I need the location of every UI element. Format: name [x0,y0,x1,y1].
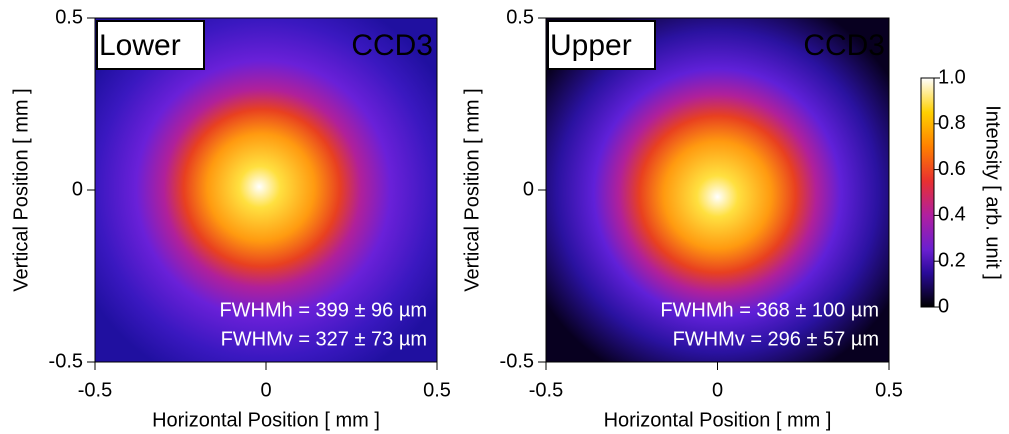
y-axis-title: Vertical Position [ mm ] [10,88,32,291]
x-axis-title: Horizontal Position [ mm ] [152,409,380,431]
y-tick-label: -0.5 [500,350,534,372]
x-tick-label: -0.5 [78,379,112,401]
detector-label: CCD3 [803,29,885,62]
x-tick-label: 0 [260,379,271,401]
fwhm-annotation: FWHMv = 327 ± 73 µm [221,328,427,350]
colorbar-tick-label: 0.8 [938,112,966,134]
x-tick-label: 0 [712,379,723,401]
x-tick-label: 0.5 [423,379,451,401]
colorbar-title: Intensity [ arb. unit ] [982,105,1004,280]
figure: -0.5 0 0.5 -0.5 0 0.5 Horizontal Position [ mm… [0,0,1009,434]
fwhm-annotation: FWHMh = 399 ± 96 µm [219,299,427,321]
colorbar-tick-label: 0 [938,295,949,317]
colorbar-tick-label: 0.2 [938,249,966,271]
y-axis-title: Vertical Position [ mm ] [461,88,483,291]
x-axis-title: Horizontal Position [ mm ] [604,409,832,431]
y-tick-label: 0.5 [506,6,534,28]
detector-label: CCD3 [351,29,433,62]
y-tick-label: -0.5 [49,350,83,372]
fwhm-annotation: FWHMh = 368 ± 100 µm [660,299,879,321]
colorbar [921,78,934,307]
y-tick-label: 0.5 [55,6,83,28]
fwhm-annotation: FWHMv = 296 ± 57 µm [673,328,879,350]
y-tick-label: 0 [72,178,83,200]
panel-label: Upper [550,29,632,62]
colorbar-tick-label: 1.0 [938,66,966,88]
y-tick-label: 0 [523,178,534,200]
colorbar-tick-label: 0.4 [938,204,966,226]
x-tick-label: -0.5 [529,379,563,401]
x-tick-label: 0.5 [875,379,903,401]
colorbar-tick-label: 0.6 [938,158,966,180]
panel-label: Lower [99,29,181,62]
